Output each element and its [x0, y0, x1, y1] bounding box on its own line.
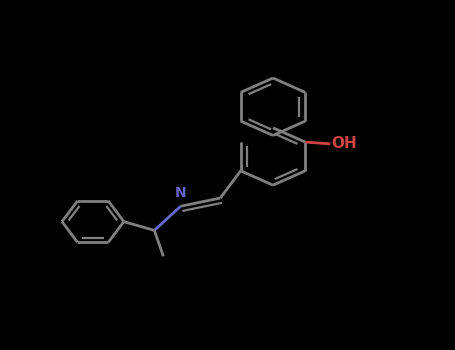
- Text: OH: OH: [331, 136, 357, 151]
- Text: N: N: [175, 186, 187, 200]
